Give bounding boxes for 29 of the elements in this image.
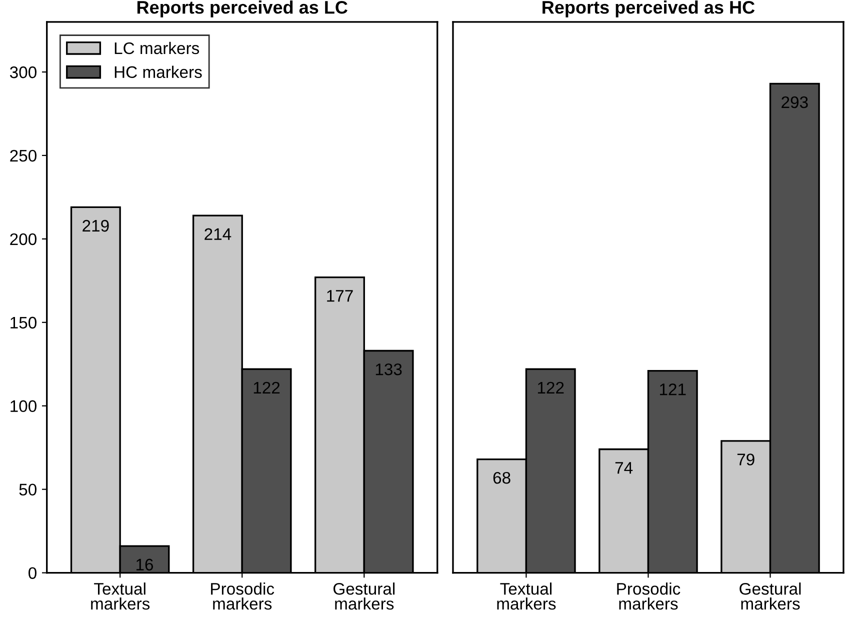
x-tick-label: Gestural markers <box>740 582 801 610</box>
y-tick-label: 300 <box>10 66 36 78</box>
data-label: 68 <box>493 472 510 484</box>
y-tick-label: 200 <box>10 233 36 246</box>
data-label: 79 <box>737 454 754 466</box>
data-label: 74 <box>615 462 633 474</box>
data-label: 122 <box>254 382 280 394</box>
data-label: 214 <box>204 228 232 240</box>
x-tick-label: Gestural markers <box>333 582 395 610</box>
y-tick-label: 100 <box>10 400 36 412</box>
y-tick-label: 150 <box>10 316 36 329</box>
data-label: 121 <box>660 383 686 396</box>
legend-label: HC markers <box>114 66 202 78</box>
chart-title: Reports perceived as LC <box>137 0 348 18</box>
x-tick-label: Textual markers <box>497 582 556 610</box>
legend-label: LC markers <box>114 42 200 54</box>
x-tick-label: Prosodic markers <box>617 582 680 610</box>
chart-title: Reports perceived as HC <box>542 0 755 18</box>
data-label: 133 <box>376 363 402 376</box>
y-tick-label: 250 <box>10 150 36 162</box>
data-label: 219 <box>82 220 109 232</box>
data-label: 293 <box>782 96 808 108</box>
x-tick-label: Textual markers <box>91 582 150 610</box>
data-label: 122 <box>538 382 564 394</box>
data-label: 177 <box>327 290 353 302</box>
y-tick-label: 50 <box>19 484 36 496</box>
y-tick-label: 0 <box>28 567 36 579</box>
x-tick-label: Prosodic markers <box>211 582 274 610</box>
data-label: 16 <box>136 558 154 571</box>
